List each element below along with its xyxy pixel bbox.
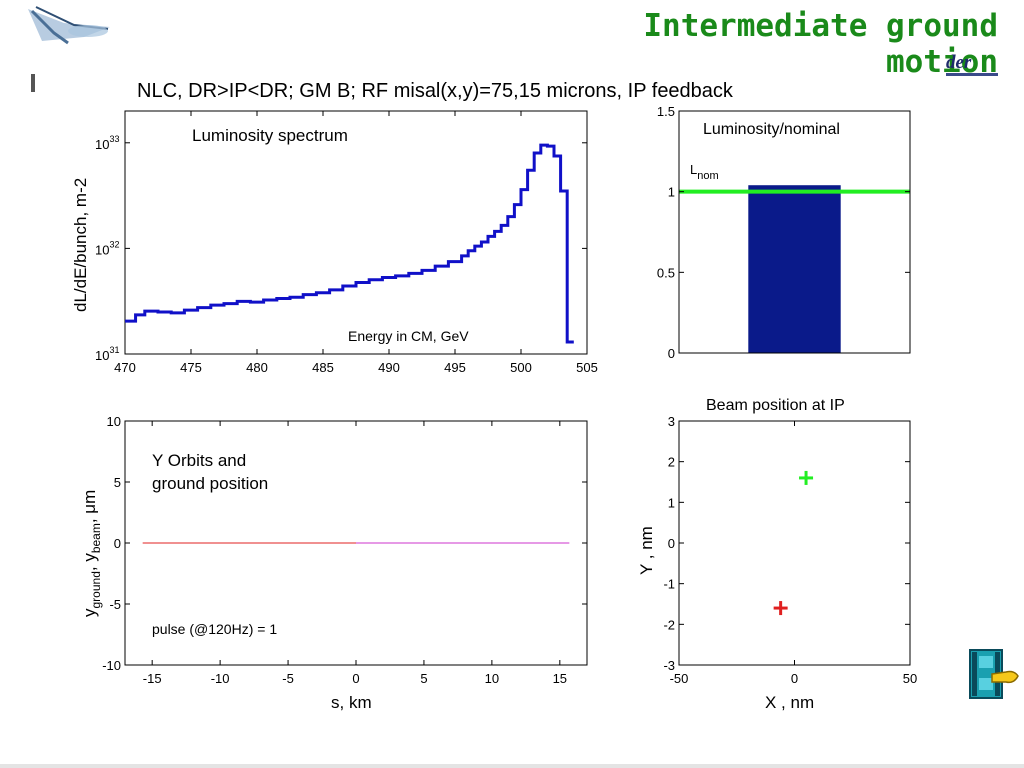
x-tick-label: 50 — [903, 671, 917, 686]
y-orbits-chart: -15 -10 -5 0 5 10 15 -10 -5 0 5 10 Y Orbits and gr… — [80, 414, 588, 712]
beam-position-chart: -50 0 50 -3 -2 -1 0 1 2 3 Beam position at IP X … — [637, 397, 917, 712]
beam-point-green — [799, 470, 814, 485]
y-tick-label: -5 — [109, 597, 121, 612]
plot-frame — [678, 110, 911, 354]
x-tick-label: 0 — [791, 671, 798, 686]
x-tick-label: 495 — [444, 360, 466, 375]
chart-title: Y Orbits and — [152, 451, 246, 470]
slide-subtitle-fragment: der — [946, 52, 972, 73]
x-tick-label: 15 — [553, 671, 567, 686]
x-ticks: 470 475 480 485 490 495 500 505 — [114, 111, 598, 375]
y-tick-label: 0 — [668, 346, 675, 361]
figure-title: NLC, DR>IP<DR; GM B; RF misal(x,y)=75,15… — [137, 80, 733, 102]
luminosity-spectrum-chart: 470 475 480 485 490 495 500 505 1031 1032 1033 Lu… — [71, 110, 598, 375]
plot-frame — [124, 110, 588, 355]
collider-logo-icon — [24, 3, 114, 52]
y-ticks: 1031 1032 1033 — [95, 134, 587, 363]
x-axis-label: Energy in CM, GeV — [348, 328, 469, 344]
chart-title-line2: ground position — [152, 474, 268, 493]
y-ticks: -10 -5 0 5 10 — [102, 414, 587, 673]
x-ticks: -15 -10 -5 0 5 10 15 — [143, 421, 567, 686]
y-tick-label: 10 — [107, 414, 121, 429]
x-tick-label: 470 — [114, 360, 136, 375]
x-tick-label: 505 — [576, 360, 598, 375]
x-tick-label: 0 — [352, 671, 359, 686]
film-strip-hand-icon[interactable] — [968, 648, 1020, 707]
x-tick-label: 500 — [510, 360, 532, 375]
chart-title: Luminosity spectrum — [192, 126, 348, 145]
y-tick-label: 2 — [668, 455, 675, 470]
left-edge-marker — [31, 74, 35, 92]
y-tick-label: 1033 — [95, 134, 119, 152]
y-tick-label: -1 — [663, 577, 675, 592]
y-ticks: -3 -2 -1 0 1 2 3 — [663, 414, 910, 673]
y-axis-label: Y , nm — [637, 526, 656, 575]
x-tick-label: 475 — [180, 360, 202, 375]
chart-title: Luminosity/nominal — [703, 121, 840, 138]
luminosity-nominal-chart: 0 0.5 1 1.5 Luminosity/nominal Lnom — [657, 104, 911, 361]
y-tick-label: 5 — [114, 475, 121, 490]
plot-frame — [678, 420, 911, 666]
subtitle-underline — [946, 73, 998, 76]
footer-divider — [0, 764, 1024, 768]
spectrum-line — [125, 143, 574, 344]
x-tick-label: -10 — [211, 671, 230, 686]
x-axis-label: s, km — [331, 693, 372, 712]
x-tick-label: 485 — [312, 360, 334, 375]
y-axis-label: dL/dE/bunch, m-2 — [71, 178, 90, 312]
y-tick-label: 3 — [668, 414, 675, 429]
x-tick-label: 5 — [420, 671, 427, 686]
bar — [748, 185, 841, 353]
y-tick-label: -3 — [663, 658, 675, 673]
x-axis-label: X , nm — [765, 693, 814, 712]
y-tick-label: 1032 — [95, 239, 119, 257]
chart-title: Beam position at IP — [706, 397, 845, 414]
y-tick-label: 1 — [668, 185, 675, 200]
y-tick-label: 1 — [668, 495, 675, 510]
x-tick-label: -5 — [282, 671, 294, 686]
y-ticks: 0 0.5 1 1.5 — [657, 104, 910, 361]
x-tick-label: 480 — [246, 360, 268, 375]
y-tick-label: 0 — [114, 536, 121, 551]
y-tick-label: 1.5 — [657, 104, 675, 119]
x-ticks: -50 0 50 — [670, 421, 917, 686]
y-tick-label: -2 — [663, 617, 675, 632]
y-tick-label: 1031 — [95, 345, 119, 363]
y-axis-label: yground, ybeam, μm — [80, 490, 103, 617]
x-tick-label: -15 — [143, 671, 162, 686]
beam-point-red — [773, 601, 788, 616]
nominal-label: Lnom — [690, 162, 719, 182]
y-tick-label: 0 — [668, 536, 675, 551]
scatter-points — [773, 470, 814, 616]
slide-title: Intermediate ground motion — [643, 8, 998, 80]
pulse-annotation: pulse (@120Hz) = 1 — [152, 621, 277, 637]
y-tick-label: -10 — [102, 658, 121, 673]
x-tick-label: 10 — [485, 671, 499, 686]
y-tick-label: 0.5 — [657, 265, 675, 280]
x-tick-label: 490 — [378, 360, 400, 375]
x-tick-label: -50 — [670, 671, 689, 686]
